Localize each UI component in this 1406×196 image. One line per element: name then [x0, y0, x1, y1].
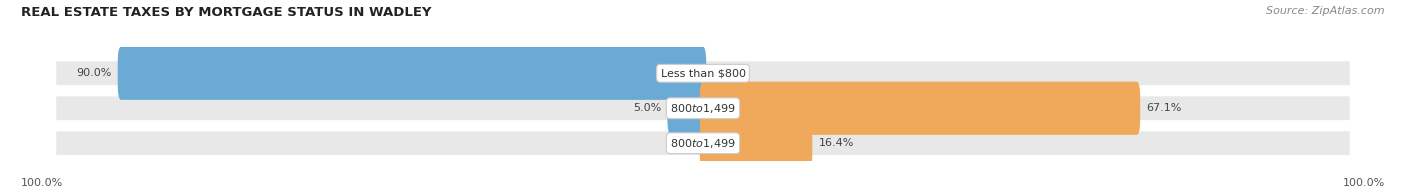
- Text: REAL ESTATE TAXES BY MORTGAGE STATUS IN WADLEY: REAL ESTATE TAXES BY MORTGAGE STATUS IN …: [21, 6, 432, 19]
- FancyBboxPatch shape: [118, 47, 706, 100]
- FancyBboxPatch shape: [56, 61, 1350, 85]
- Text: 100.0%: 100.0%: [1343, 178, 1385, 188]
- FancyBboxPatch shape: [700, 117, 813, 170]
- Text: Less than $800: Less than $800: [661, 68, 745, 78]
- Text: 5.0%: 5.0%: [633, 103, 661, 113]
- FancyBboxPatch shape: [668, 82, 706, 135]
- FancyBboxPatch shape: [700, 82, 1140, 135]
- Text: $800 to $1,499: $800 to $1,499: [671, 137, 735, 150]
- Text: 16.4%: 16.4%: [818, 138, 855, 148]
- Text: 0.0%: 0.0%: [665, 138, 693, 148]
- FancyBboxPatch shape: [56, 131, 1350, 155]
- Text: 90.0%: 90.0%: [76, 68, 111, 78]
- Text: Source: ZipAtlas.com: Source: ZipAtlas.com: [1267, 6, 1385, 16]
- FancyBboxPatch shape: [56, 96, 1350, 120]
- Text: 0.0%: 0.0%: [713, 68, 741, 78]
- Text: $800 to $1,499: $800 to $1,499: [671, 102, 735, 115]
- Text: 67.1%: 67.1%: [1147, 103, 1182, 113]
- Text: 100.0%: 100.0%: [21, 178, 63, 188]
